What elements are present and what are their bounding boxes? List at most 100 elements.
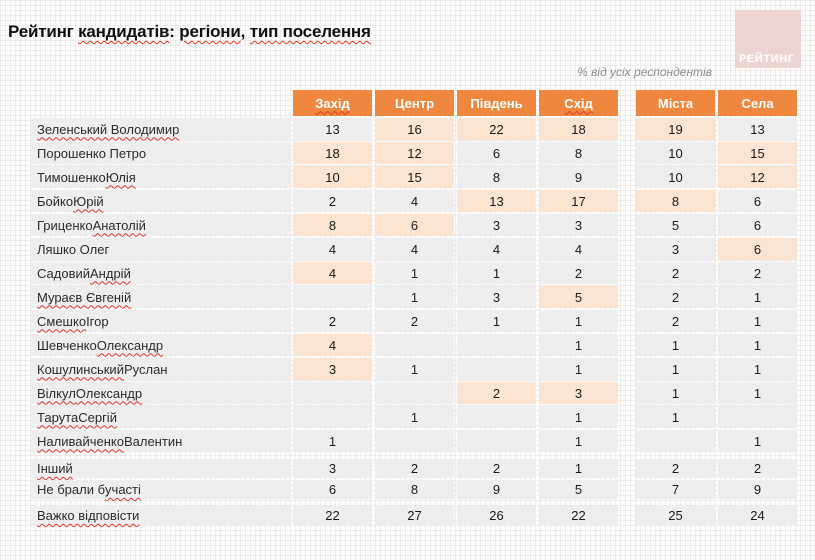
value-cell (293, 406, 372, 428)
value-cell: 9 (457, 480, 536, 499)
value-cell: 8 (539, 142, 618, 164)
value-cell: 5 (636, 214, 715, 236)
row-label: Тимошенко Юлія (30, 166, 290, 188)
value-cell: 3 (293, 358, 372, 380)
value-cell: 1 (636, 334, 715, 356)
row-label-spacer (30, 90, 290, 116)
table-row: Важко відповісти 22 27 26 22 25 24 (30, 506, 800, 525)
value-cell: 1 (718, 382, 797, 404)
column-header: Південь (457, 90, 536, 116)
value-cell (293, 382, 372, 404)
value-cell: 2 (375, 310, 454, 332)
value-cell: 2 (636, 262, 715, 284)
row-label: Інший (30, 459, 290, 478)
row-label: Не брали б участі (30, 480, 290, 499)
value-cell: 1 (539, 310, 618, 332)
ratings-table: Захід Центр Південь Схід Міста Села Зеленськи… (30, 90, 800, 527)
value-cell: 4 (375, 190, 454, 212)
table-row: Кошулинський Руслан 3 1 1 1 1 (30, 358, 800, 380)
value-cell: 2 (718, 459, 797, 478)
value-cell: 15 (375, 166, 454, 188)
column-header: Села (718, 90, 797, 116)
value-cell: 1 (636, 406, 715, 428)
value-cell: 1 (375, 358, 454, 380)
row-label: Кошулинський Руслан (30, 358, 290, 380)
table-row: Тимошенко Юлія 10 15 8 9 10 12 (30, 166, 800, 188)
value-cell: 4 (293, 334, 372, 356)
value-cell: 22 (457, 118, 536, 140)
value-cell: 15 (718, 142, 797, 164)
row-label: Шевченко Олександр (30, 334, 290, 356)
value-cell: 1 (636, 382, 715, 404)
value-cell: 6 (457, 142, 536, 164)
value-cell: 12 (718, 166, 797, 188)
value-cell: 6 (293, 480, 372, 499)
value-cell: 1 (457, 262, 536, 284)
row-label: Вілкул Олександр (30, 382, 290, 404)
table-row: Зеленський Володимир 13 16 22 18 19 13 (30, 118, 800, 140)
row-label: Зеленський Володимир (30, 118, 290, 140)
table-row: Порошенко Петро 18 12 6 8 10 15 (30, 142, 800, 164)
value-cell: 19 (636, 118, 715, 140)
value-cell: 1 (636, 358, 715, 380)
table-row: Садовий Андрій 4 1 1 2 2 2 (30, 262, 800, 284)
row-label: Порошенко Петро (30, 142, 290, 164)
value-cell: 6 (718, 214, 797, 236)
value-cell: 4 (375, 238, 454, 260)
value-cell: 2 (457, 382, 536, 404)
table-row: Мураєв Євгеній 1 3 5 2 1 (30, 286, 800, 308)
table-row: Інший 3 2 2 1 2 2 (30, 459, 800, 478)
row-label: Тарута Сергій (30, 406, 290, 428)
value-cell: 8 (636, 190, 715, 212)
value-cell: 13 (718, 118, 797, 140)
value-cell: 24 (718, 506, 797, 525)
value-cell: 1 (375, 406, 454, 428)
table-row: Не брали б участі 6 8 9 5 7 9 (30, 480, 800, 499)
value-cell: 6 (718, 190, 797, 212)
row-label: Бойко Юрій (30, 190, 290, 212)
value-cell: 1 (718, 358, 797, 380)
value-cell: 10 (293, 166, 372, 188)
value-cell: 27 (375, 506, 454, 525)
rating-group-logo: РЕЙТИНГ (735, 10, 801, 68)
value-cell: 26 (457, 506, 536, 525)
value-cell: 1 (293, 430, 372, 452)
value-cell (718, 406, 797, 428)
column-header: Центр (375, 90, 454, 116)
value-cell: 5 (539, 480, 618, 499)
value-cell: 1 (539, 358, 618, 380)
table-row: Вілкул Олександр 2 3 1 1 (30, 382, 800, 404)
value-cell: 2 (293, 190, 372, 212)
value-cell: 2 (636, 310, 715, 332)
value-cell (457, 334, 536, 356)
value-cell: 18 (293, 142, 372, 164)
value-cell: 1 (539, 430, 618, 452)
value-cell: 1 (718, 334, 797, 356)
table-row: Смешко Ігор 2 2 1 1 2 1 (30, 310, 800, 332)
value-cell: 8 (457, 166, 536, 188)
page-title: Рейтинг кандидатів: регіони, тип поселен… (8, 22, 371, 41)
table-row: Шевченко Олександр 4 1 1 1 (30, 334, 800, 356)
value-cell: 1 (718, 430, 797, 452)
table-row: Наливайченко Валентин 1 1 1 (30, 430, 800, 452)
value-cell: 9 (539, 166, 618, 188)
value-cell: 5 (539, 286, 618, 308)
value-cell: 2 (539, 262, 618, 284)
row-label: Садовий Андрій (30, 262, 290, 284)
value-cell: 9 (718, 480, 797, 499)
value-cell: 3 (457, 286, 536, 308)
value-cell: 1 (718, 286, 797, 308)
value-cell: 10 (636, 142, 715, 164)
table-row: Гриценко Анатолій 8 6 3 3 5 6 (30, 214, 800, 236)
value-cell: 3 (457, 214, 536, 236)
value-cell: 1 (539, 334, 618, 356)
value-cell: 4 (457, 238, 536, 260)
value-cell: 17 (539, 190, 618, 212)
table-row: Ляшко Олег 4 4 4 4 3 6 (30, 238, 800, 260)
row-label: Гриценко Анатолій (30, 214, 290, 236)
value-cell: 22 (293, 506, 372, 525)
value-cell: 4 (539, 238, 618, 260)
value-cell: 4 (293, 262, 372, 284)
value-cell (457, 406, 536, 428)
